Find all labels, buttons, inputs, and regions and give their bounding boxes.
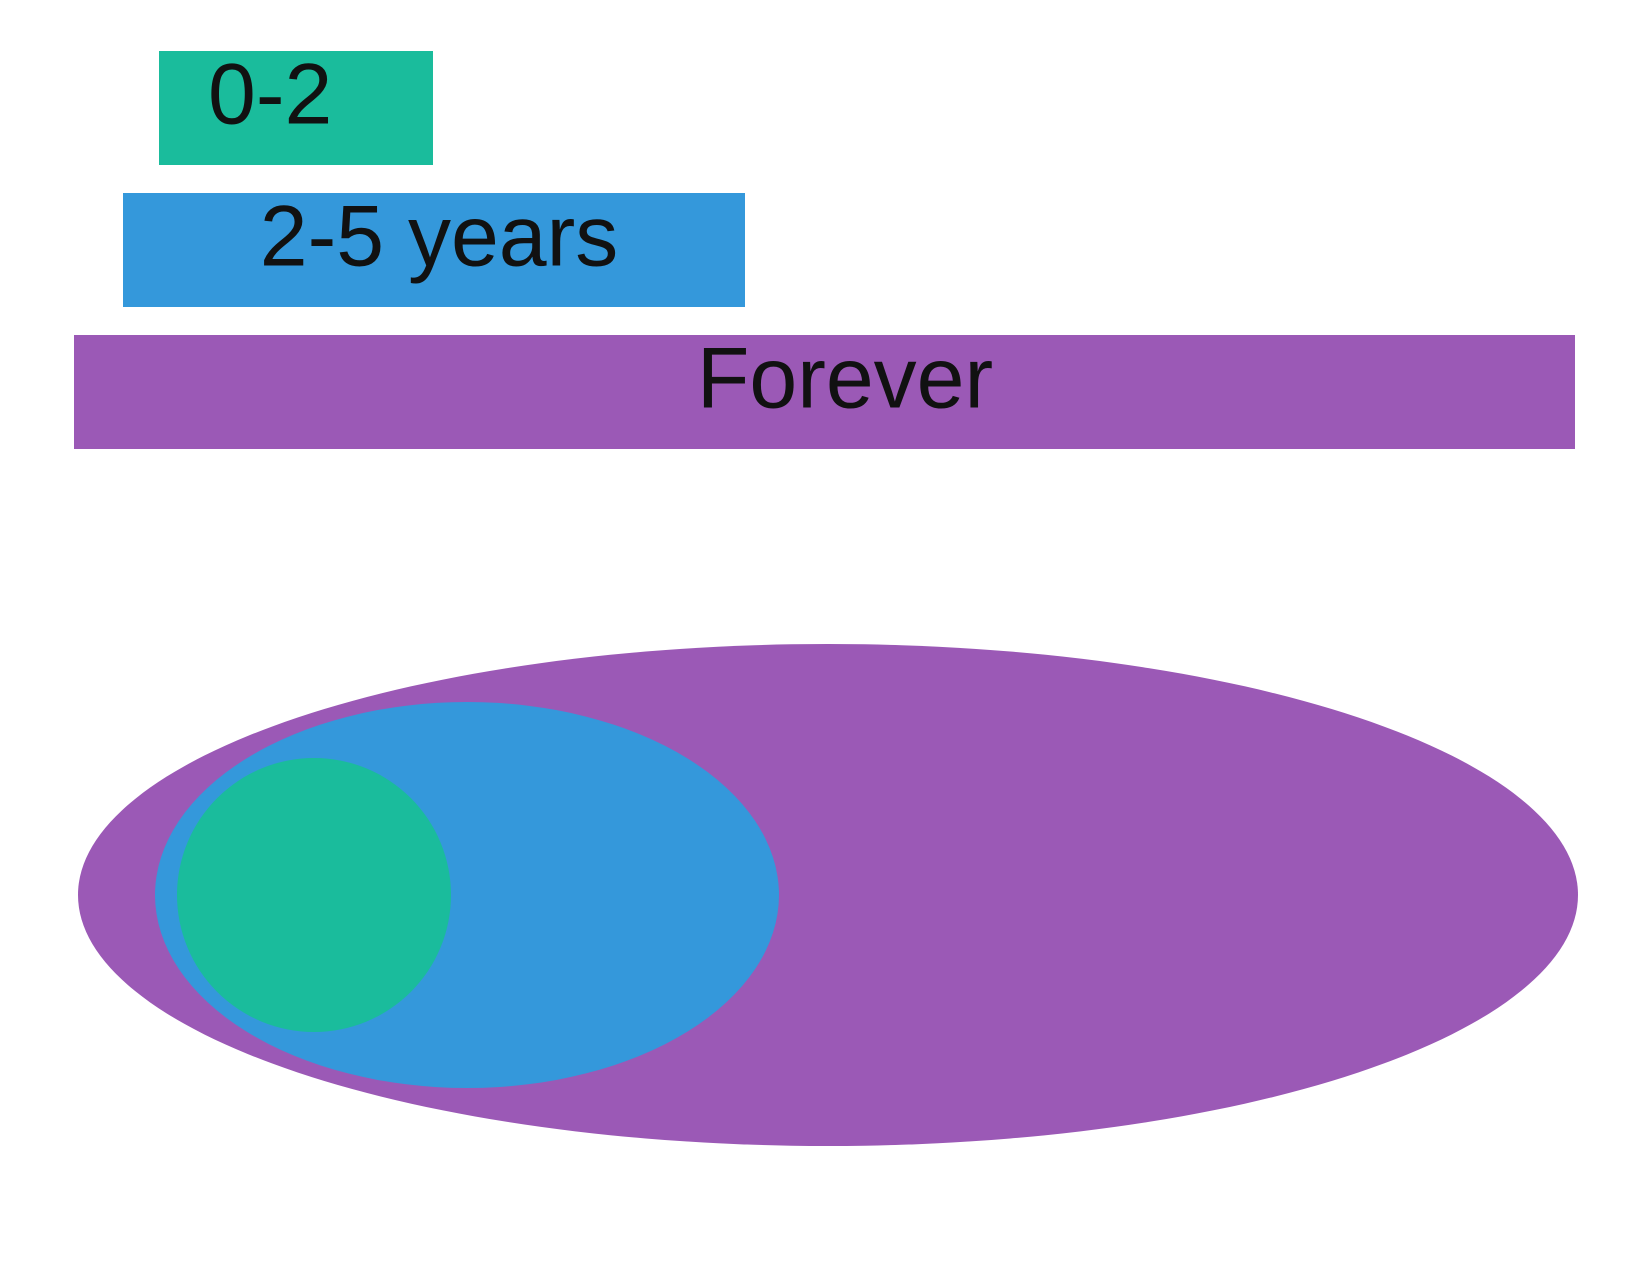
legend-label: 0-2 bbox=[208, 47, 332, 143]
legend-box-blue bbox=[123, 193, 745, 307]
legend-label: 2-5 years bbox=[260, 189, 619, 285]
legend-label: Forever bbox=[697, 331, 993, 427]
legend-box-purple bbox=[74, 335, 1575, 449]
legend-box-green bbox=[159, 51, 433, 165]
inner-circle bbox=[177, 758, 451, 1032]
